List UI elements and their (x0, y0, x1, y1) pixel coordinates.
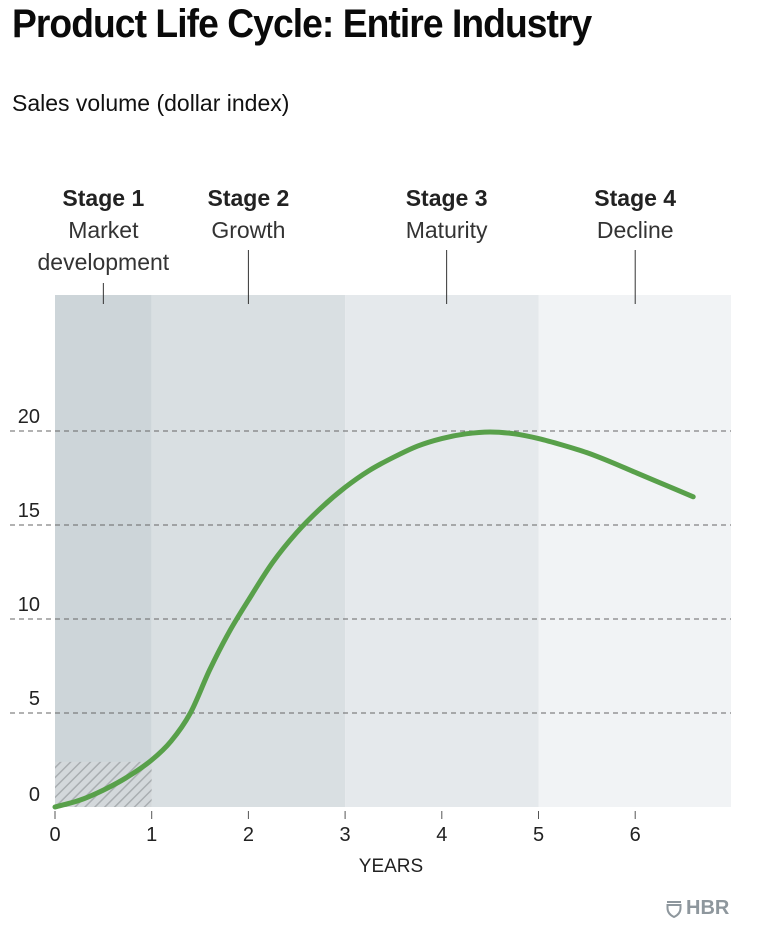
y-axis: 0 5 10 15 20 (18, 406, 40, 806)
x-axis-title: YEARS (359, 856, 423, 877)
stage-name: Stage 3 (406, 185, 488, 211)
chart-title: Product Life Cycle: Entire Industry (12, 2, 592, 46)
x-tick-label: 6 (630, 824, 641, 846)
stage-description: Growth (211, 217, 285, 243)
y-tick-label: 0 (29, 784, 40, 806)
y-axis-title: Sales volume (dollar index) (12, 90, 290, 116)
stage-description: Decline (597, 217, 674, 243)
stage-description: development (37, 249, 169, 275)
series-line-layer (52, 429, 696, 810)
x-tick-label: 4 (436, 824, 447, 846)
stage-band-3 (345, 295, 539, 807)
x-tick-label: 1 (146, 824, 157, 846)
stage-bands (55, 295, 731, 807)
x-axis: 0 1 2 3 4 5 6 (49, 811, 641, 846)
y-tick-label: 5 (29, 688, 40, 710)
x-tick-label: 3 (340, 824, 351, 846)
logo-text: HBR (686, 897, 730, 919)
series-line-0 (52, 429, 696, 810)
gridlines (10, 430, 731, 714)
stage-labels: Stage 1 Market development Stage 2 Growth Sta… (37, 185, 676, 304)
y-tick-label: 20 (18, 406, 40, 428)
x-tick-label: 0 (49, 824, 60, 846)
shield-icon (666, 900, 682, 918)
hbr-logo: HBR (666, 897, 729, 920)
stage-band-1 (55, 295, 152, 807)
stage-band-4 (538, 295, 731, 807)
stage-description: Maturity (406, 217, 488, 243)
y-tick-label: 15 (18, 500, 40, 522)
x-tick-label: 2 (243, 824, 254, 846)
stage-name: Stage 4 (594, 185, 676, 211)
x-tick-label: 5 (533, 824, 544, 846)
y-tick-label: 10 (18, 594, 40, 616)
stage-description: Market (68, 217, 139, 243)
stage-name: Stage 2 (207, 185, 289, 211)
stage-name: Stage 1 (62, 185, 144, 211)
